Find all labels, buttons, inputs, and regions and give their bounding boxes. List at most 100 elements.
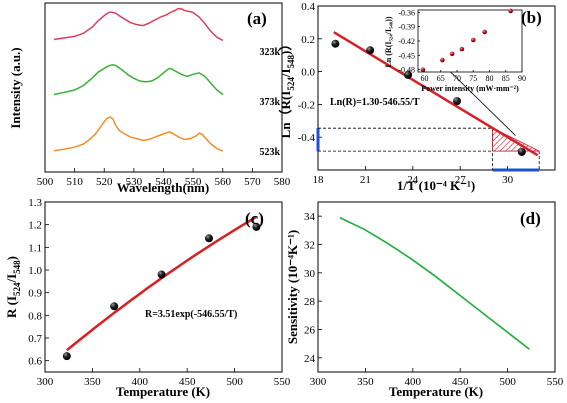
y-tick-label: 0.2 bbox=[301, 34, 315, 46]
inset-y-label: Ln (R(I₅₂₄/I₅₄₈)) bbox=[384, 16, 393, 67]
panel-d-sensitivity-line bbox=[339, 216, 530, 350]
x-tick-label: 550 bbox=[547, 376, 564, 388]
x-tick-label: 530 bbox=[126, 176, 143, 188]
panel-c-y-label: R (I524/I548) bbox=[4, 256, 22, 318]
panel-d-label: (d) bbox=[520, 209, 541, 228]
series-label-523k: 523k bbox=[259, 147, 280, 158]
data-point bbox=[331, 39, 340, 48]
y-tick-label: 1.0 bbox=[28, 265, 42, 277]
x-tick-label: 300 bbox=[37, 376, 54, 388]
panel-b-x-ticks: 18 21 24 27 30 bbox=[313, 166, 514, 186]
x-tick-label: 80 bbox=[486, 74, 494, 83]
inset-x-label: Power intensity (mW·mm⁻²) bbox=[421, 84, 519, 93]
inset-x-ticks: 60 65 70 75 80 85 90 bbox=[421, 70, 526, 83]
y-tick-label: 1.3 bbox=[28, 197, 42, 209]
y-tick-label: -0.45 bbox=[398, 51, 415, 60]
inset-points bbox=[420, 8, 513, 72]
data-point bbox=[404, 70, 413, 79]
panel-d-frame bbox=[317, 201, 556, 373]
x-tick-label: 70 bbox=[453, 74, 461, 83]
panel-d-y-ticks: 24 26 28 30 32 34 bbox=[304, 211, 322, 365]
x-tick-label: 400 bbox=[132, 376, 149, 388]
panel-b-frame bbox=[317, 5, 556, 171]
inset-data-point bbox=[449, 51, 455, 57]
panel-c-frame bbox=[44, 201, 283, 373]
panel-b-y-ticks: 0.4 0.2 0.0 -0.2 -0.4 bbox=[298, 1, 322, 144]
panel-b-y-label: Ln（R(I524/I548)） bbox=[278, 38, 296, 139]
x-tick-label: 27 bbox=[455, 174, 467, 186]
panel-b-label: (b) bbox=[521, 8, 542, 27]
series-label-373k: 373k bbox=[259, 97, 280, 108]
series-373k bbox=[53, 64, 224, 96]
inset-frame bbox=[417, 9, 523, 73]
data-point bbox=[62, 352, 71, 361]
x-tick-label: 21 bbox=[360, 174, 371, 186]
x-tick-label: 450 bbox=[179, 376, 196, 388]
panel-a-x-label: Wavelength(nm) bbox=[117, 180, 209, 195]
x-tick-label: 350 bbox=[84, 376, 101, 388]
x-tick-label: 65 bbox=[437, 74, 445, 83]
panel-c-x-ticks: 300 350 400 450 500 550 bbox=[37, 368, 291, 388]
x-tick-label: 550 bbox=[185, 176, 202, 188]
x-tick-label: 500 bbox=[499, 376, 516, 388]
y-tick-label: -0.36 bbox=[398, 8, 415, 17]
data-point bbox=[517, 147, 526, 156]
y-tick-label: 0.0 bbox=[301, 67, 315, 79]
y-tick-label: 28 bbox=[304, 296, 316, 308]
y-tick-label: 26 bbox=[304, 325, 316, 337]
data-point bbox=[252, 222, 261, 231]
y-tick-label: 0.7 bbox=[28, 333, 42, 345]
x-tick-label: 540 bbox=[155, 176, 172, 188]
x-tick-label: 85 bbox=[502, 74, 510, 83]
data-point bbox=[110, 302, 119, 311]
data-point bbox=[453, 97, 462, 106]
y-tick-label: 0.8 bbox=[28, 310, 42, 322]
inset-data-point bbox=[420, 67, 426, 72]
panel-d: 300 350 400 450 500 550 24 26 28 30 32 34 (d) Temp… bbox=[285, 201, 564, 399]
y-tick-label: -0.4 bbox=[298, 132, 316, 144]
panel-b-fit-equation: Ln(R)=1.30-546.55/T bbox=[330, 97, 420, 108]
panel-c-points bbox=[62, 222, 261, 361]
x-tick-label: 570 bbox=[244, 176, 261, 188]
panel-d-y-label: Sensitivity (10⁻⁴K⁻¹) bbox=[285, 230, 300, 344]
panel-b-x-label: 1/T (10⁻⁴ K⁻¹) bbox=[397, 178, 475, 193]
inset-data-point bbox=[470, 37, 476, 43]
panel-d-x-label: Temperature (K) bbox=[389, 384, 483, 399]
panel-d-x-ticks: 300 350 400 450 500 550 bbox=[310, 368, 564, 388]
x-tick-label: 60 bbox=[421, 74, 429, 83]
y-tick-label: 0.4 bbox=[301, 1, 315, 13]
data-point bbox=[205, 234, 214, 243]
data-point bbox=[157, 270, 166, 279]
panel-a-y-label: Intensity (a.u.) bbox=[8, 47, 23, 128]
y-tick-label: -0.42 bbox=[398, 37, 415, 46]
x-tick-label: 30 bbox=[502, 174, 514, 186]
y-tick-label: -0.39 bbox=[398, 23, 415, 32]
panel-b: 18 21 24 27 30 0.4 0.2 0.0 -0.2 -0.4 Ln(R)=1.30-… bbox=[278, 1, 556, 193]
panel-b-inset: 60 65 70 75 80 85 90 -0.36 -0.39 -0.42 -0.45 -0.48… bbox=[384, 8, 526, 93]
x-tick-label: 500 bbox=[226, 376, 243, 388]
series-523k bbox=[53, 116, 224, 152]
y-tick-label: 0.9 bbox=[28, 288, 42, 300]
y-tick-label: 34 bbox=[304, 211, 316, 223]
y-tick-label: 1.2 bbox=[28, 220, 42, 232]
panel-c-y-ticks: 0.6 0.7 0.8 0.9 1.0 1.1 1.2 1.3 bbox=[28, 197, 49, 368]
x-tick-label: 400 bbox=[405, 376, 422, 388]
x-tick-label: 500 bbox=[37, 176, 54, 188]
y-tick-label: -0.2 bbox=[298, 99, 315, 111]
series-label-323k: 323k bbox=[259, 47, 280, 58]
x-tick-label: 510 bbox=[66, 176, 83, 188]
x-tick-label: 90 bbox=[518, 74, 526, 83]
data-point bbox=[366, 46, 375, 55]
y-tick-label: 32 bbox=[304, 240, 315, 252]
panel-a-label: (a) bbox=[247, 9, 267, 28]
y-tick-label: 1.1 bbox=[28, 242, 42, 254]
panel-a: (a) 500 510 520 530 540 550 560 570 580 323k 373k… bbox=[8, 2, 291, 195]
panel-a-series bbox=[53, 7, 224, 152]
x-tick-label: 450 bbox=[452, 376, 469, 388]
panel-c-fit-curve bbox=[66, 215, 258, 352]
y-tick-label: 0.6 bbox=[28, 356, 42, 368]
y-tick-label: 24 bbox=[304, 353, 316, 365]
series-323k bbox=[53, 7, 224, 42]
inset-data-point bbox=[459, 46, 465, 52]
